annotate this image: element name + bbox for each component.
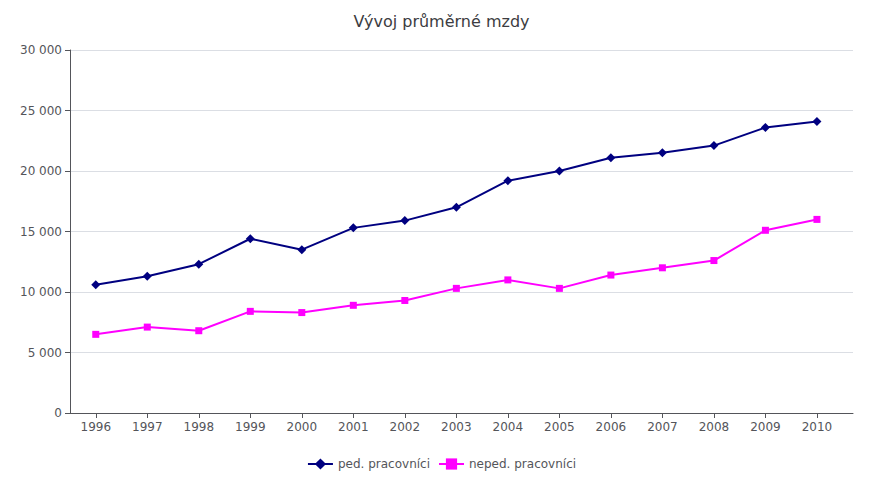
svg-text:10 000: 10 000: [20, 285, 62, 299]
svg-text:2006: 2006: [596, 420, 627, 434]
svg-text:1998: 1998: [184, 420, 215, 434]
svg-text:20 000: 20 000: [20, 164, 62, 178]
svg-text:30 000: 30 000: [20, 43, 62, 57]
svg-text:2009: 2009: [750, 420, 781, 434]
svg-text:2005: 2005: [544, 420, 575, 434]
svg-text:15 000: 15 000: [20, 225, 62, 239]
svg-text:5 000: 5 000: [28, 346, 62, 360]
svg-text:25 000: 25 000: [20, 104, 62, 118]
svg-text:2007: 2007: [647, 420, 678, 434]
svg-text:1996: 1996: [80, 420, 111, 434]
svg-text:Vývoj průměrné mzdy: Vývoj průměrné mzdy: [353, 12, 529, 31]
svg-text:0: 0: [54, 406, 62, 420]
svg-text:ped. pracovníci: ped. pracovníci: [338, 457, 430, 471]
svg-text:1999: 1999: [235, 420, 266, 434]
svg-text:2004: 2004: [493, 420, 524, 434]
svg-text:2010: 2010: [802, 420, 833, 434]
svg-text:2001: 2001: [338, 420, 369, 434]
svg-text:neped. pracovníci: neped. pracovníci: [469, 457, 576, 471]
svg-text:1997: 1997: [132, 420, 163, 434]
svg-text:2000: 2000: [287, 420, 318, 434]
svg-text:2008: 2008: [699, 420, 730, 434]
svg-text:2003: 2003: [441, 420, 472, 434]
svg-text:2002: 2002: [390, 420, 421, 434]
